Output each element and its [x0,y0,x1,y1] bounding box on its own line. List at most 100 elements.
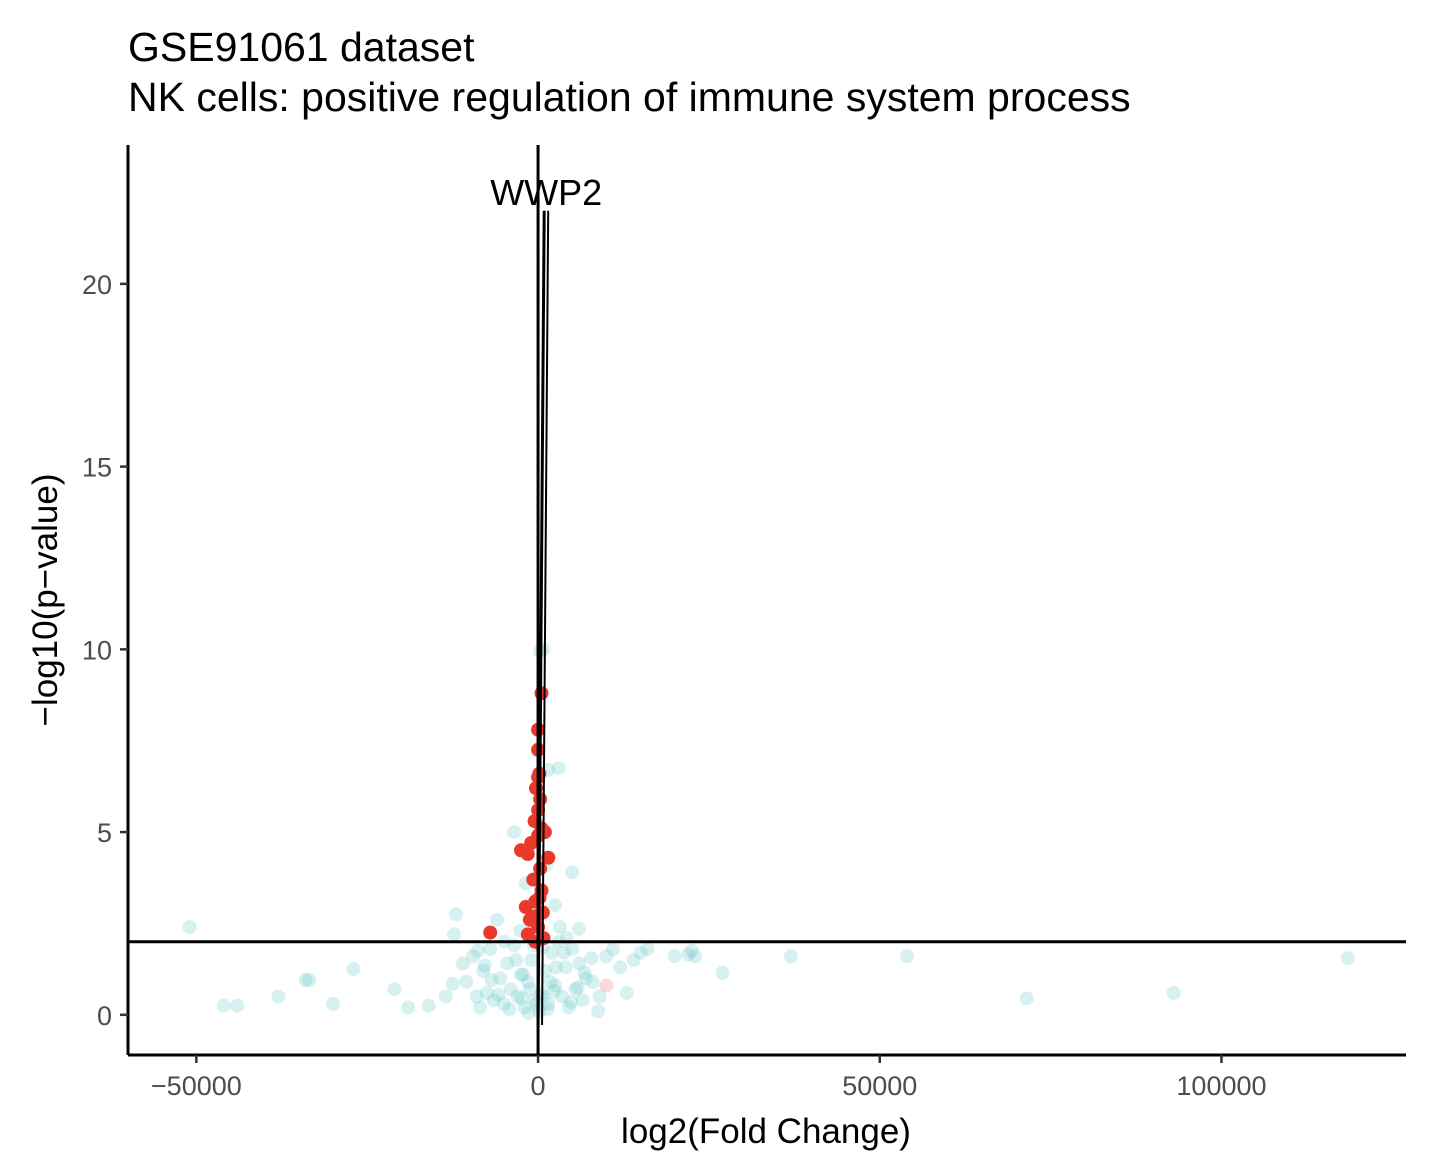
nonsignificant-point [552,920,567,935]
nonsignificant-point [613,960,628,975]
x-tick-label: 0 [531,1071,546,1101]
nonsignificant-point [230,998,245,1013]
y-axis-title: −log10(p−value) [26,474,65,727]
nonsignificant-point [575,993,590,1008]
nonsignificant-point [599,949,614,964]
nonsignificant-point [565,865,580,880]
x-tick-label: −50000 [151,1071,242,1101]
nonsignificant-point [558,960,573,975]
reference-lines [128,145,1406,1055]
nonsignificant-point [476,963,491,978]
nonsignificant-point [509,953,524,967]
nonsignificant-point [633,945,648,960]
x-axis-title: log2(Fold Change) [621,1112,911,1151]
nonsignificant-point [507,825,522,840]
nonsignificant-point [1340,951,1355,966]
nonsignificant-point [537,963,552,978]
nonsignificant-point [271,989,286,1004]
nonsignificant-point [502,1002,517,1017]
nonsignificant-point [486,993,501,1008]
y-tick-label: 5 [97,818,112,848]
nonsignificant-point [516,967,530,982]
nonsignificant-point [401,1000,416,1015]
nonsignificant-point [493,971,508,986]
significant-point [524,836,539,850]
nonsignificant-point [561,1000,576,1015]
nonsignificant-point [640,942,655,956]
nonsignificant-point [521,1006,536,1020]
nonsignificant-point [548,960,563,975]
nonsignificant-point [563,995,578,1009]
annotation-label: WWP2 [490,172,602,213]
nonsignificant-point [449,907,463,922]
nonsignificant-point [541,996,556,1011]
nonsignificant-point [577,965,592,980]
nonsignificant-point [557,945,571,960]
nonsignificant-point [900,949,915,964]
chart-subtitle: NK cells: positive regulation of immune … [128,74,1131,120]
nonsignificant-point [667,949,682,964]
significant-point [541,850,556,865]
nonsignificant-point [517,1000,532,1015]
nonsignificant-point [626,953,641,967]
nonsignificant-point [619,985,634,1000]
nonsignificant-point [510,989,525,1004]
nonsignificant-point [455,956,470,971]
nonsignificant-point [578,971,593,986]
nonsignificant-point [681,947,696,962]
nonsignificant-point [606,942,621,956]
nonsignificant-point [524,953,539,967]
nonsignificant-point [503,982,518,997]
nonsignificant-point [298,973,313,988]
axes: −50000 0 50000 100000 0 5 10 15 20 [82,145,1406,1101]
nonsignificant-point [387,982,402,997]
significant-point [518,900,533,914]
nonsignificant-point [592,989,607,1004]
nonsignificant-point [216,998,231,1013]
nonsignificant-point [500,956,515,971]
nonsignificant-point [491,987,506,1002]
annotation-leader-line [536,210,546,1026]
significant-point [520,847,535,861]
nonsignificant-point [479,985,494,1000]
nonsignificant-point [585,974,600,989]
y-tick-label: 20 [82,270,112,300]
nonsignificant-point [466,949,481,964]
nonsignificant-point [302,973,317,988]
x-tick-label: 100000 [1176,1071,1266,1101]
nonsignificant-point [548,978,563,993]
nonsignificant-point [182,920,197,935]
y-tick-label: 0 [97,1001,112,1031]
nonsignificant-point [490,912,504,927]
nonsignificant-point [496,996,511,1011]
nonsignificant-point [568,982,583,997]
nonsignificant-point [514,991,529,1006]
nonsignificant-point [483,942,498,956]
faded_red-point [599,978,614,993]
significant-point [529,909,543,924]
nonsignificant-point [477,958,492,973]
nonsignificant-point [459,974,474,989]
nonsignificant-point [584,951,599,966]
points-layer [182,642,1355,1020]
nonsignificant-point [346,962,361,977]
nonsignificant-point [688,949,703,964]
nonsignificant-point [572,921,587,936]
significant-point [483,925,498,940]
nonsignificant-point [326,996,340,1011]
nonsignificant-point [520,974,535,989]
nonsignificant-point [565,942,580,956]
nonsignificant-point [421,998,436,1013]
nonsignificant-point [591,1004,606,1019]
nonsignificant-point [548,898,563,913]
nonsignificant-point [555,989,569,1004]
nonsignificant-point [447,927,461,942]
x-tick-label: 50000 [842,1071,917,1101]
nonsignificant-point [1166,985,1181,1000]
nonsignificant-point [514,967,528,982]
nonsignificant-point [484,973,499,988]
nonsignificant-point [473,1000,487,1015]
nonsignificant-point [684,943,699,958]
nonsignificant-point [1019,991,1034,1006]
